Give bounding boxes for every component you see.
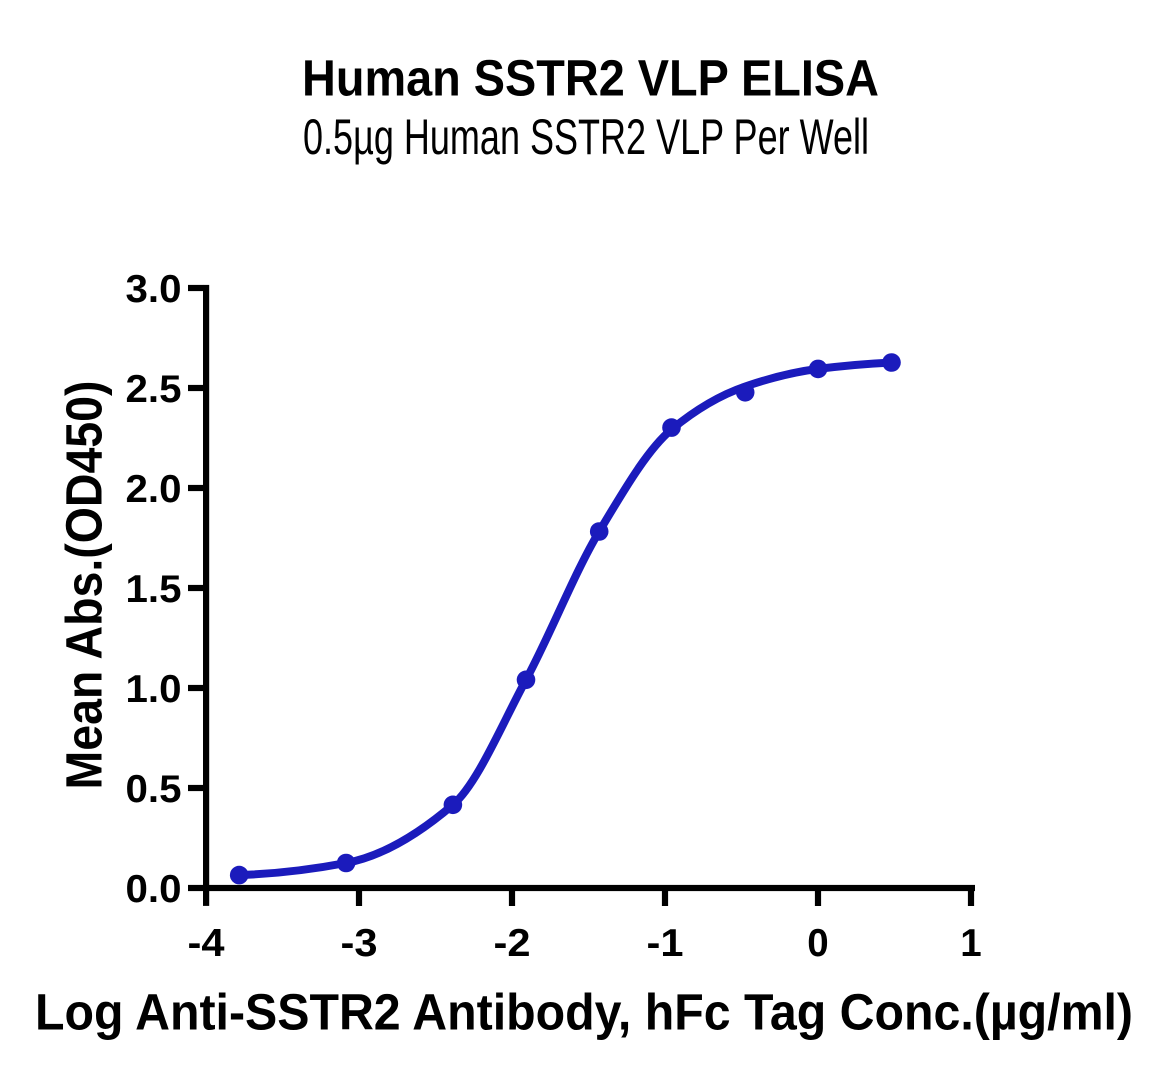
svg-text:-2: -2 (494, 922, 531, 965)
svg-text:-3: -3 (341, 922, 378, 965)
svg-text:Mean Abs.(OD450): Mean Abs.(OD450) (55, 381, 112, 790)
svg-text:-1: -1 (647, 922, 684, 965)
svg-text:-4: -4 (188, 922, 226, 965)
svg-text:2.0: 2.0 (126, 468, 182, 511)
svg-text:2.5: 2.5 (126, 368, 182, 411)
svg-text:0.0: 0.0 (126, 868, 182, 911)
svg-text:Log Anti-SSTR2 Antibody, hFc T: Log Anti-SSTR2 Antibody, hFc Tag Conc.(µ… (35, 984, 1133, 1041)
svg-text:0.5: 0.5 (126, 768, 182, 811)
svg-text:Human SSTR2 VLP ELISA: Human SSTR2 VLP ELISA (302, 50, 879, 107)
svg-text:1: 1 (960, 922, 981, 965)
svg-text:3.0: 3.0 (126, 268, 182, 311)
svg-text:1.5: 1.5 (126, 568, 182, 611)
svg-text:0: 0 (807, 922, 828, 965)
svg-text:1.0: 1.0 (126, 668, 182, 711)
svg-text:0.5µg Human SSTR2 VLP Per Well: 0.5µg Human SSTR2 VLP Per Well (303, 109, 869, 165)
